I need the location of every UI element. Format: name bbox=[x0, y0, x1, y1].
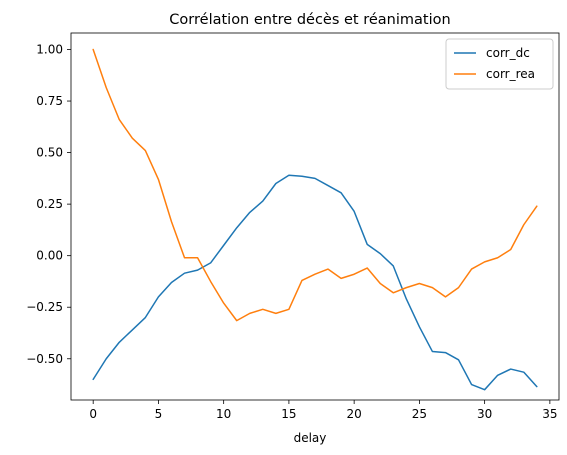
legend-label: corr_rea bbox=[486, 67, 535, 81]
series-line-corr-dc bbox=[92, 174, 538, 391]
plot-area bbox=[92, 48, 538, 391]
y-axis: −0.50 −0.25 0.00 0.25 0.50 0.75 1.00 bbox=[26, 42, 71, 366]
y-tick-label: −0.50 bbox=[26, 352, 63, 366]
x-axis: 0 5 10 15 20 25 30 35 bbox=[89, 400, 558, 421]
x-tick-label: 30 bbox=[477, 407, 492, 421]
x-tick-label: 35 bbox=[542, 407, 557, 421]
y-tick-label: 0.25 bbox=[36, 197, 63, 211]
x-axis-label: delay bbox=[294, 431, 327, 445]
y-tick-label: 0.00 bbox=[36, 249, 63, 263]
y-tick-label: 1.00 bbox=[36, 42, 63, 56]
series-line-corr-rea bbox=[92, 48, 538, 322]
plot-frame bbox=[70, 32, 560, 401]
y-tick-label: 0.75 bbox=[36, 94, 63, 108]
x-tick-label: 5 bbox=[155, 407, 163, 421]
x-tick-label: 10 bbox=[216, 407, 231, 421]
y-tick-label: −0.25 bbox=[26, 300, 63, 314]
x-tick-label: 25 bbox=[412, 407, 427, 421]
y-tick-label: 0.50 bbox=[36, 146, 63, 160]
legend: corr_dc corr_rea bbox=[445, 38, 554, 90]
legend-box bbox=[445, 38, 554, 90]
chart-title: Corrélation entre décès et réanimation bbox=[169, 12, 450, 28]
x-tick-label: 15 bbox=[281, 407, 296, 421]
legend-label: corr_dc bbox=[486, 46, 530, 60]
x-tick-label: 0 bbox=[89, 407, 97, 421]
x-tick-label: 20 bbox=[347, 407, 362, 421]
